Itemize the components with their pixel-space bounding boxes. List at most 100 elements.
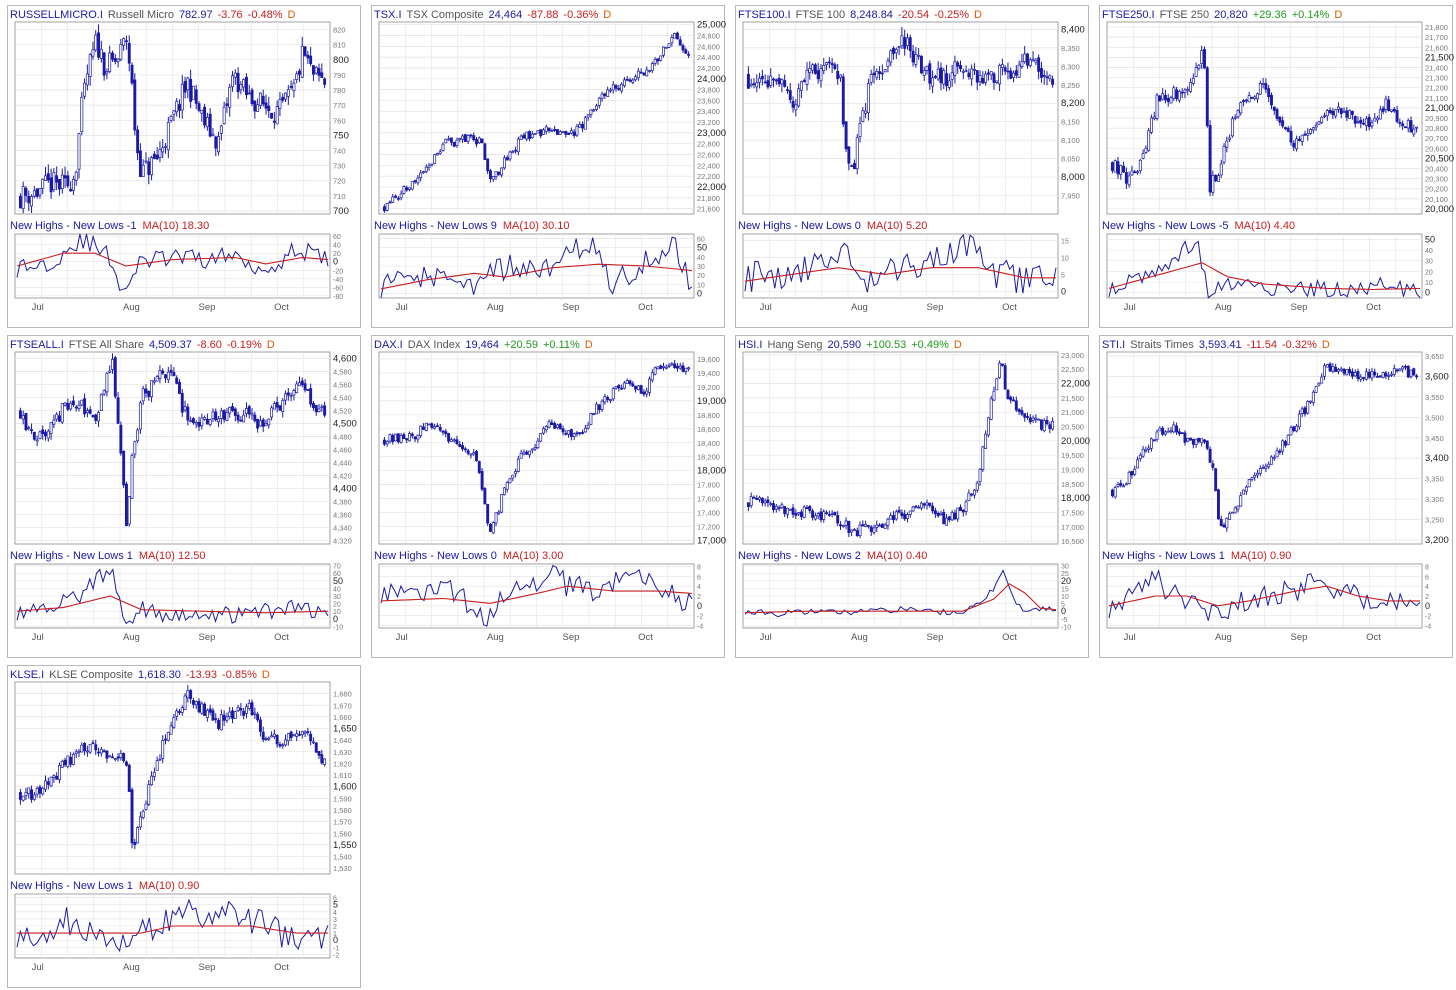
candle-body [88, 744, 92, 753]
period-flag[interactable]: D [261, 669, 270, 681]
candle-body [1012, 72, 1015, 78]
index-panel-klsei[interactable]: KLSE.I KLSE Composite 1,618.30 -13.93 -0.85%… [7, 665, 361, 988]
index-panel-hsii[interactable]: HSI.I Hang Seng 20,590 +100.53 +0.49% D New Hi… [735, 335, 1090, 658]
candle-body [175, 710, 179, 717]
candle-body [483, 143, 487, 160]
price-tick-label: 4,460 [333, 446, 352, 455]
candle-body [816, 513, 820, 517]
period-flag[interactable]: D [974, 9, 982, 21]
candle-body [1161, 93, 1165, 100]
price-tick-label: 3,400 [1425, 453, 1449, 464]
candle-body [49, 422, 53, 434]
candle-body [85, 750, 89, 753]
candle-body [133, 79, 137, 131]
period-flag[interactable]: D [266, 339, 275, 351]
candle-body [645, 390, 649, 395]
index-symbol[interactable]: KLSE.I [10, 669, 45, 681]
candle-body [1216, 175, 1220, 182]
candle-body [1039, 419, 1043, 430]
osc-tick-label: 40 [333, 586, 341, 593]
candle-body [900, 35, 904, 47]
index-symbol[interactable]: FTSEALL.I [10, 339, 64, 351]
last-price: 24,464 [488, 9, 523, 21]
price-tick-label: 21,700 [1425, 33, 1448, 42]
period-flag[interactable]: D [603, 9, 612, 21]
candle-body [1203, 49, 1206, 69]
candle-body [839, 74, 842, 78]
candle-body [1267, 463, 1271, 467]
candle-body [1314, 124, 1318, 128]
month-label: Jul [32, 632, 44, 643]
osc-tick-label: 15 [1061, 586, 1069, 593]
candle-body [656, 366, 660, 370]
period-flag[interactable]: D [953, 339, 962, 351]
osc-tick-label: 0 [333, 614, 338, 624]
candle-body [172, 372, 176, 377]
index-panel-russellmicroi[interactable]: RUSSELLMICRO.I Russell Micro 782.97 -3.76 -0… [7, 5, 361, 328]
candle-body [1403, 126, 1407, 129]
candle-body [97, 751, 100, 754]
candle-body [1306, 401, 1310, 414]
candle-body [788, 509, 792, 511]
candle-body [161, 147, 165, 153]
nhnl-header: New Highs - New Lows -1 MA(10) 18.30 [10, 219, 209, 233]
osc-tick-label: 70 [333, 564, 341, 571]
candle-body [567, 132, 571, 135]
candle-body [1275, 450, 1279, 458]
index-panel-ftse100i[interactable]: FTSE100.I FTSE 100 8,248.84 -20.54 -0.25% D Ne… [735, 5, 1089, 328]
candle-body [1150, 438, 1153, 449]
month-label: Sep [199, 632, 216, 643]
candle-body [1147, 130, 1151, 151]
candle-body [1034, 59, 1038, 63]
candle-body [758, 77, 762, 83]
index-panel-stii[interactable]: STI.I Straits Times 3,593.41 -11.54 -0.32% D N… [1099, 335, 1453, 658]
candle-body [458, 444, 462, 447]
candle-body [483, 488, 487, 505]
candle-body [786, 507, 789, 515]
index-panel-daxi[interactable]: DAX.I DAX Index 19,464 +20.59 +0.11% D New Hig… [371, 335, 726, 658]
candle-body [978, 74, 982, 82]
candle-body [74, 406, 78, 409]
candle-body [298, 734, 301, 736]
candle-body [567, 430, 571, 435]
candle-body [194, 89, 198, 104]
candle-body [1180, 91, 1184, 94]
price-tick-label: 23,000 [697, 128, 726, 139]
candle-body [833, 511, 837, 516]
candle-body [172, 717, 176, 728]
candle-body [119, 424, 123, 454]
candle-body [892, 47, 895, 54]
period-flag[interactable]: D [1321, 339, 1330, 351]
index-panel-ftse250i[interactable]: FTSE250.I FTSE 250 20,820 +29.36 +0.14% D New … [1099, 5, 1454, 328]
candle-body [1172, 87, 1176, 99]
candle-body [755, 82, 759, 88]
candle-body [1205, 67, 1209, 127]
price-tick-label: 16,500 [1061, 537, 1084, 546]
candle-body [1283, 127, 1287, 130]
index-symbol[interactable]: TSX.I [374, 9, 402, 21]
period-flag[interactable]: D [287, 9, 296, 21]
candle-body [1331, 110, 1335, 115]
candle-body [780, 504, 784, 508]
candle-body [805, 69, 809, 85]
index-symbol[interactable]: FTSE250.I [1102, 9, 1155, 21]
period-flag[interactable]: D [1334, 9, 1343, 21]
index-panel-ftsealli[interactable]: FTSEALL.I FTSE All Share 4,509.37 -8.60 -0.1… [7, 335, 361, 658]
price-tick-label: 17,000 [697, 536, 726, 547]
candle-body [1186, 88, 1190, 91]
price-tick-label: 740 [333, 147, 346, 156]
period-flag[interactable]: D [584, 339, 593, 351]
index-symbol[interactable]: STI.I [1102, 339, 1126, 351]
index-symbol[interactable]: HSI.I [738, 339, 763, 351]
candle-body [1119, 165, 1123, 175]
candle-body [964, 70, 968, 72]
index-panel-tsxi[interactable]: TSX.I TSX Composite 24,464 -87.88 -0.36% D New… [371, 5, 726, 328]
index-symbol[interactable]: DAX.I [374, 339, 403, 351]
candle-body [116, 397, 120, 424]
index-symbol[interactable]: RUSSELLMICRO.I [10, 9, 103, 21]
candle-body [786, 89, 789, 92]
candle-body [166, 122, 170, 151]
index-symbol[interactable]: FTSE100.I [738, 9, 791, 21]
candle-body [1214, 174, 1218, 182]
candle-body [97, 412, 100, 422]
